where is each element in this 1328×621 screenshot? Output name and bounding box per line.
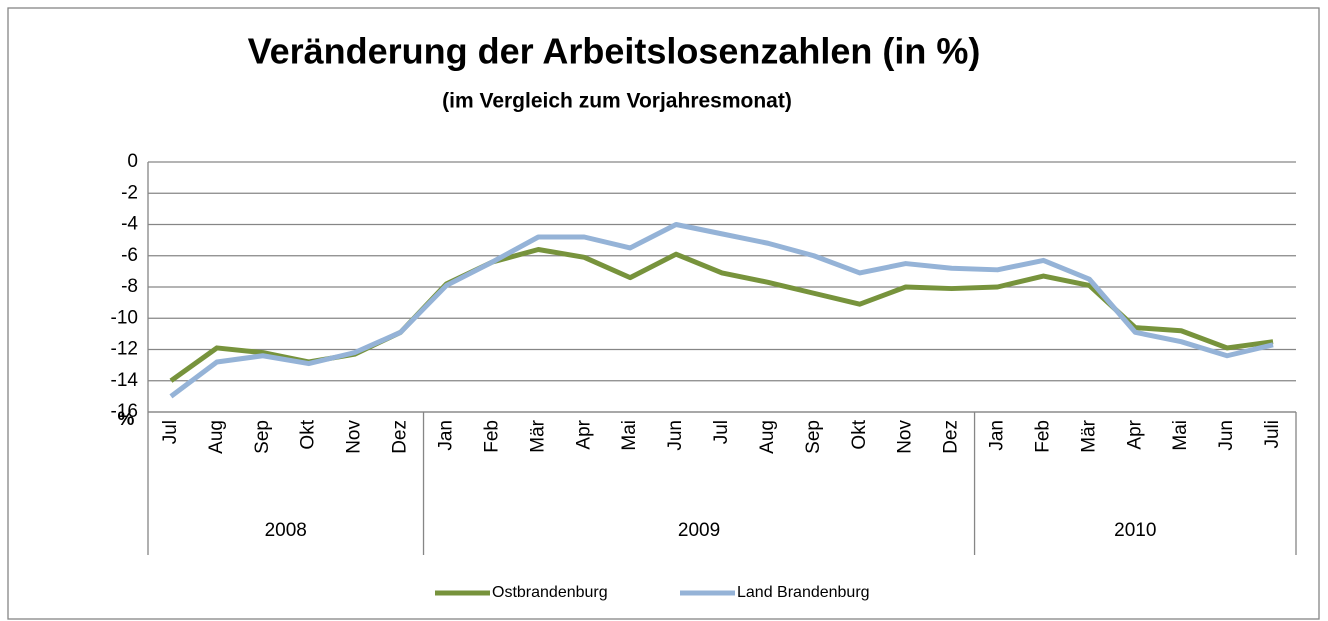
x-tick-label: Juli <box>1262 420 1283 449</box>
x-tick-label: Jan <box>435 420 456 451</box>
x-tick-label: Apr <box>1124 419 1145 449</box>
x-tick-label: Apr <box>573 419 594 449</box>
x-tick-label: Mär <box>527 419 548 452</box>
x-tick-label: Jan <box>987 420 1008 451</box>
x-tick-label: Sep <box>803 420 824 454</box>
x-tick-label: Okt <box>849 419 870 449</box>
group-label: 2010 <box>1114 520 1156 541</box>
y-tick-label: -2 <box>121 182 138 203</box>
y-tick-label: -4 <box>121 214 138 235</box>
x-tick-label: Nov <box>344 420 365 454</box>
x-tick-label: Aug <box>757 420 778 454</box>
x-tick-label: Dez <box>941 420 962 454</box>
group-label: 2008 <box>265 520 307 541</box>
x-tick-label: Jul <box>160 420 181 444</box>
x-tick-label: Jun <box>1216 420 1237 451</box>
y-tick-label: -6 <box>121 245 138 266</box>
y-tick-label: -14 <box>111 370 139 391</box>
y-tick-label: -8 <box>121 276 138 297</box>
series-line <box>169 222 1274 399</box>
chart-title: Veränderung der Arbeitslosenzahlen (in %… <box>248 31 981 72</box>
y-tick-label: 0 <box>127 151 138 172</box>
y-tick-label: -10 <box>111 307 138 328</box>
x-tick-label: Aug <box>206 420 227 454</box>
x-tick-label: Nov <box>895 420 916 454</box>
x-tick-label: Mär <box>1078 419 1099 452</box>
x-tick-label: Feb <box>481 420 502 453</box>
x-tick-label: Okt <box>298 419 319 449</box>
x-tick-label: Mai <box>619 420 640 451</box>
x-tick-label: Jul <box>711 420 732 444</box>
group-label: 2009 <box>678 520 720 541</box>
y-tick-label: -16 <box>111 401 138 422</box>
y-axis-label: % <box>118 409 135 430</box>
x-tick-label: Mai <box>1170 420 1191 451</box>
legend-label: Land Brandenburg <box>737 584 870 601</box>
chart-border <box>7 7 1320 620</box>
chart-subtitle: (im Vergleich zum Vorjahresmonat) <box>442 90 792 113</box>
x-tick-label: Jun <box>665 420 686 451</box>
x-tick-label: Feb <box>1032 420 1053 453</box>
x-tick-label: Dez <box>390 420 411 454</box>
y-tick-label: -12 <box>111 339 138 360</box>
x-tick-label: Sep <box>252 420 273 454</box>
legend-label: Ostbrandenburg <box>492 584 608 601</box>
